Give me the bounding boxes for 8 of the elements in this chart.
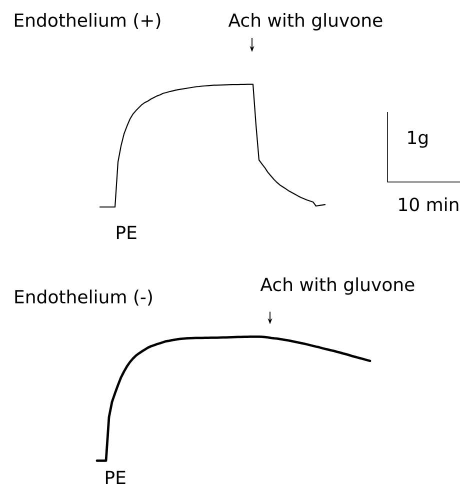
text: 1g xyxy=(408,130,428,148)
chart-title: Endothelium (-) xyxy=(15,290,152,306)
text: Ach with gluvone xyxy=(260,277,414,295)
text: PE xyxy=(116,226,136,239)
chart-title: Endothelium (+) xyxy=(14,13,160,30)
text: Ach with gluvone xyxy=(228,13,382,30)
text: 10 min xyxy=(399,197,458,212)
text: PE xyxy=(106,470,126,484)
